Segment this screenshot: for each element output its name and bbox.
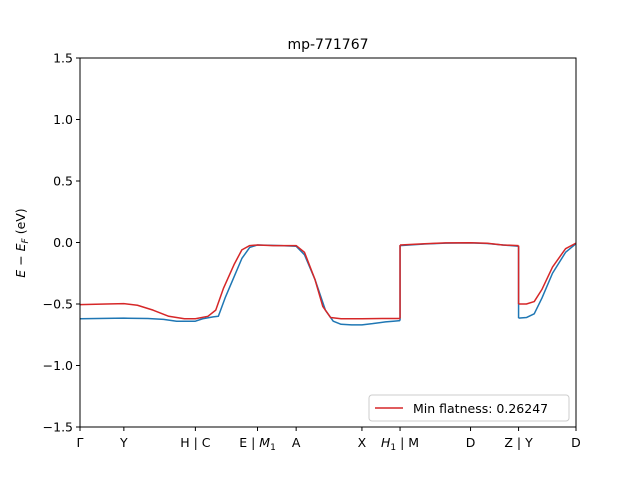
chart-title: mp-771767 [287, 37, 368, 53]
series-lines [79, 242, 577, 326]
series-0-segment-2 [518, 243, 577, 319]
x-tick-label: H1 | M [381, 435, 419, 453]
series-1-segment-2 [518, 242, 577, 305]
x-tick-label: Γ [77, 435, 84, 450]
x-tick-label: E | M1 [239, 435, 276, 453]
y-tick-label: −1.0 [43, 358, 73, 373]
y-tick-label: 0.5 [53, 174, 73, 189]
x-tick-label: D [571, 435, 581, 450]
legend-label: Min flatness: 0.26247 [413, 401, 548, 416]
y-tick-label: 0.0 [53, 235, 73, 250]
x-tick-label: H | C [180, 435, 211, 450]
series-1-segment-0 [79, 244, 401, 320]
y-axis: −1.5 −1.0 −0.5 0.0 0.5 1.0 1.5 [43, 51, 80, 435]
series-1-segment-1 [400, 242, 519, 247]
x-tick-label: Z | Y [504, 435, 533, 450]
x-tick-label: X [358, 435, 367, 450]
x-tick-label: D [466, 435, 476, 450]
legend: Min flatness: 0.26247 [368, 394, 570, 422]
x-tick-label: Y [119, 435, 128, 450]
x-tick-label: A [292, 435, 301, 450]
y-tick-label: 1.5 [53, 51, 73, 66]
y-tick-label: 1.0 [53, 112, 73, 127]
x-axis: Γ Y H | C E | M1 A X H1 | M D Z | Y D [77, 427, 581, 453]
y-tick-label: −1.5 [43, 420, 73, 435]
legend-box [368, 394, 570, 422]
y-tick-label: −0.5 [43, 297, 73, 312]
y-axis-label: E − EF (eV) [13, 208, 31, 277]
